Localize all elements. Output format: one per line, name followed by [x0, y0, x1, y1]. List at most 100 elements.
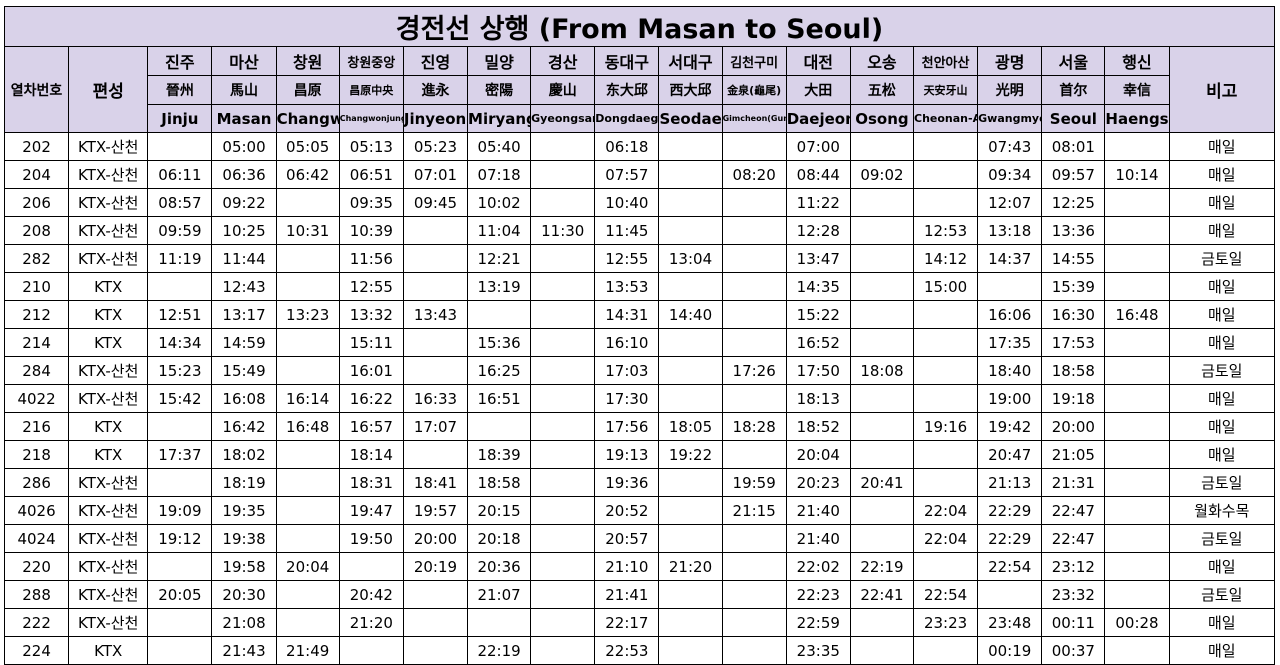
- consist-cell: KTX: [68, 328, 149, 357]
- time-cell: [658, 272, 723, 301]
- station-name-ko: 진주: [147, 46, 213, 76]
- time-cell: [658, 524, 723, 553]
- table-row: 224 KTX 21:43 21:49 22:19 22:53 23:35 00:19 00:3…: [3, 636, 1276, 665]
- remarks-cell: 매일: [1168, 300, 1276, 329]
- time-cell: 21:15: [721, 496, 787, 525]
- time-cell: [402, 244, 469, 273]
- time-cell: [530, 636, 596, 665]
- time-cell: 22:04: [912, 496, 979, 525]
- time-cell: [849, 524, 915, 553]
- time-cell: 18:58: [1041, 356, 1106, 385]
- station-name-hanja: 东大邱: [594, 75, 660, 105]
- time-cell: 16:48: [275, 412, 340, 441]
- time-cell: [1104, 188, 1170, 217]
- time-cell: [721, 244, 787, 273]
- consist-cell: KTX-산천: [68, 552, 149, 581]
- time-cell: [275, 328, 340, 357]
- table-row: 214 KTX 14:34 14:59 15:11 15:36 16:10 16:52 17:3…: [3, 328, 1276, 357]
- time-cell: 17:56: [594, 412, 660, 441]
- time-cell: 15:23: [147, 356, 213, 385]
- time-cell: 20:57: [594, 524, 660, 553]
- time-cell: 19:12: [147, 524, 213, 553]
- time-cell: 14:31: [594, 300, 660, 329]
- time-cell: 11:19: [147, 244, 213, 273]
- time-cell: 21:49: [275, 636, 340, 665]
- station-name-en: Gwangmyeong: [977, 104, 1043, 133]
- time-cell: [147, 636, 213, 665]
- time-cell: [530, 384, 596, 413]
- time-cell: [402, 440, 469, 469]
- time-cell: 11:30: [530, 216, 596, 245]
- time-cell: 10:25: [211, 216, 277, 245]
- time-cell: 19:13: [594, 440, 660, 469]
- time-cell: 20:23: [785, 468, 851, 497]
- station-name-ko: 행신: [1104, 46, 1170, 76]
- time-cell: 21:40: [785, 496, 851, 525]
- time-cell: [721, 636, 787, 665]
- time-cell: 19:16: [912, 412, 979, 441]
- time-cell: 20:04: [785, 440, 851, 469]
- table-row: 222 KTX-산천 21:08 21:20 22:17 22:59 23:23 23:48 0…: [3, 608, 1276, 637]
- time-cell: [1104, 244, 1170, 273]
- time-cell: 19:22: [658, 440, 723, 469]
- time-cell: [849, 636, 915, 665]
- remarks-cell: 매일: [1168, 412, 1276, 441]
- time-cell: 13:18: [977, 216, 1043, 245]
- time-cell: [530, 300, 596, 329]
- table-row: 4022 KTX-산천 15:42 16:08 16:14 16:22 16:33 16:51…: [3, 384, 1276, 413]
- time-cell: [530, 356, 596, 385]
- table-row: 282 KTX-산천 11:19 11:44 11:56 12:21 12:55 13:04 1…: [3, 244, 1276, 273]
- timetable: 경전선 상행 (From Masan to Seoul) 열차번호 편성 진주 마…: [3, 6, 1276, 665]
- time-cell: 21:07: [467, 580, 532, 609]
- time-cell: 15:39: [1041, 272, 1106, 301]
- time-cell: 16:06: [977, 300, 1043, 329]
- station-name-ko: 광명: [977, 46, 1043, 76]
- remarks-cell: 금토일: [1168, 244, 1276, 273]
- table-row: 284 KTX-산천 15:23 15:49 16:01 16:25 17:03 17:26 1…: [3, 356, 1276, 385]
- time-cell: [530, 552, 596, 581]
- station-name-hanja: 昌原中央: [338, 75, 404, 105]
- time-cell: [147, 608, 213, 637]
- time-cell: 06:36: [211, 160, 277, 189]
- station-name-ko: 마산: [211, 46, 277, 76]
- time-cell: 05:00: [211, 132, 277, 161]
- time-cell: 19:36: [594, 468, 660, 497]
- table-row: 286 KTX-산천 18:19 18:31 18:41 18:58 19:36 19:59 2…: [3, 468, 1276, 497]
- station-name-ko: 서대구: [658, 46, 723, 76]
- time-cell: [275, 356, 340, 385]
- time-cell: [530, 188, 596, 217]
- table-row: 288 KTX-산천 20:05 20:30 20:42 21:07 21:41 22:23 2…: [3, 580, 1276, 609]
- time-cell: [849, 412, 915, 441]
- train-number-cell: 206: [3, 188, 70, 217]
- time-cell: 20:30: [211, 580, 277, 609]
- time-cell: 22:19: [849, 552, 915, 581]
- time-cell: [849, 188, 915, 217]
- time-cell: [275, 244, 340, 273]
- time-cell: 12:55: [594, 244, 660, 273]
- time-cell: 13:23: [275, 300, 340, 329]
- time-cell: 09:34: [977, 160, 1043, 189]
- time-cell: 22:19: [467, 636, 532, 665]
- time-cell: 20:42: [338, 580, 404, 609]
- table-row: 4024 KTX-산천 19:12 19:38 19:50 20:00 20:18 20:57…: [3, 524, 1276, 553]
- station-name-hanja: 五松: [849, 75, 915, 105]
- time-cell: 00:37: [1041, 636, 1106, 665]
- train-number-cell: 216: [3, 412, 70, 441]
- time-cell: 22:54: [912, 580, 979, 609]
- time-cell: 18:14: [338, 440, 404, 469]
- station-name-hanja: 大田: [785, 75, 851, 105]
- time-cell: [658, 468, 723, 497]
- time-cell: 20:00: [402, 524, 469, 553]
- time-cell: [1104, 384, 1170, 413]
- consist-cell: KTX-산천: [68, 244, 149, 273]
- time-cell: [658, 328, 723, 357]
- time-cell: [849, 272, 915, 301]
- time-cell: 22:54: [977, 552, 1043, 581]
- train-number-cell: 288: [3, 580, 70, 609]
- time-cell: 19:18: [1041, 384, 1106, 413]
- remarks-cell: 매일: [1168, 636, 1276, 665]
- time-cell: [402, 356, 469, 385]
- time-cell: 13:19: [467, 272, 532, 301]
- time-cell: 16:22: [338, 384, 404, 413]
- remarks-cell: 매일: [1168, 188, 1276, 217]
